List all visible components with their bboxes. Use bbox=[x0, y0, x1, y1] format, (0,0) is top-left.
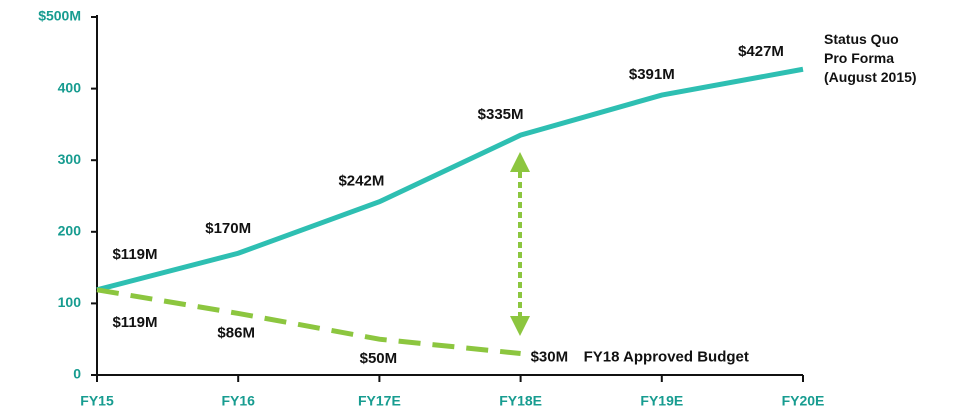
y-tick-label: $500M bbox=[38, 8, 81, 24]
series-label: FY18 Approved Budget bbox=[584, 348, 749, 365]
x-tick-label: FY19E bbox=[640, 393, 683, 409]
x-tick-label: FY15 bbox=[80, 393, 114, 409]
value-label: $50M bbox=[360, 350, 398, 367]
series-label: Status Quo Pro Forma (August 2015) bbox=[824, 31, 917, 85]
value-label: $170M bbox=[205, 220, 251, 237]
series-line bbox=[96, 287, 521, 357]
value-label: $335M bbox=[478, 106, 524, 123]
x-tick-label: FY18E bbox=[499, 393, 542, 409]
value-label: $30M bbox=[531, 348, 569, 365]
value-label: $242M bbox=[338, 173, 384, 190]
y-tick-label: 200 bbox=[58, 223, 82, 239]
x-tick-label: FY17E bbox=[358, 393, 401, 409]
x-tick-label: FY20E bbox=[782, 393, 825, 409]
value-label: $427M bbox=[738, 43, 784, 60]
value-label: $119M bbox=[112, 246, 157, 263]
x-tick-label: FY16 bbox=[221, 393, 255, 409]
series-line bbox=[96, 66, 804, 293]
value-label: $86M bbox=[217, 324, 255, 341]
y-tick-label: 300 bbox=[58, 151, 82, 167]
y-tick-label: 100 bbox=[58, 294, 82, 310]
value-label: $391M bbox=[629, 66, 675, 83]
y-tick-label: 0 bbox=[73, 366, 81, 382]
y-tick-label: 400 bbox=[58, 79, 82, 95]
value-label: $119M bbox=[112, 314, 157, 331]
